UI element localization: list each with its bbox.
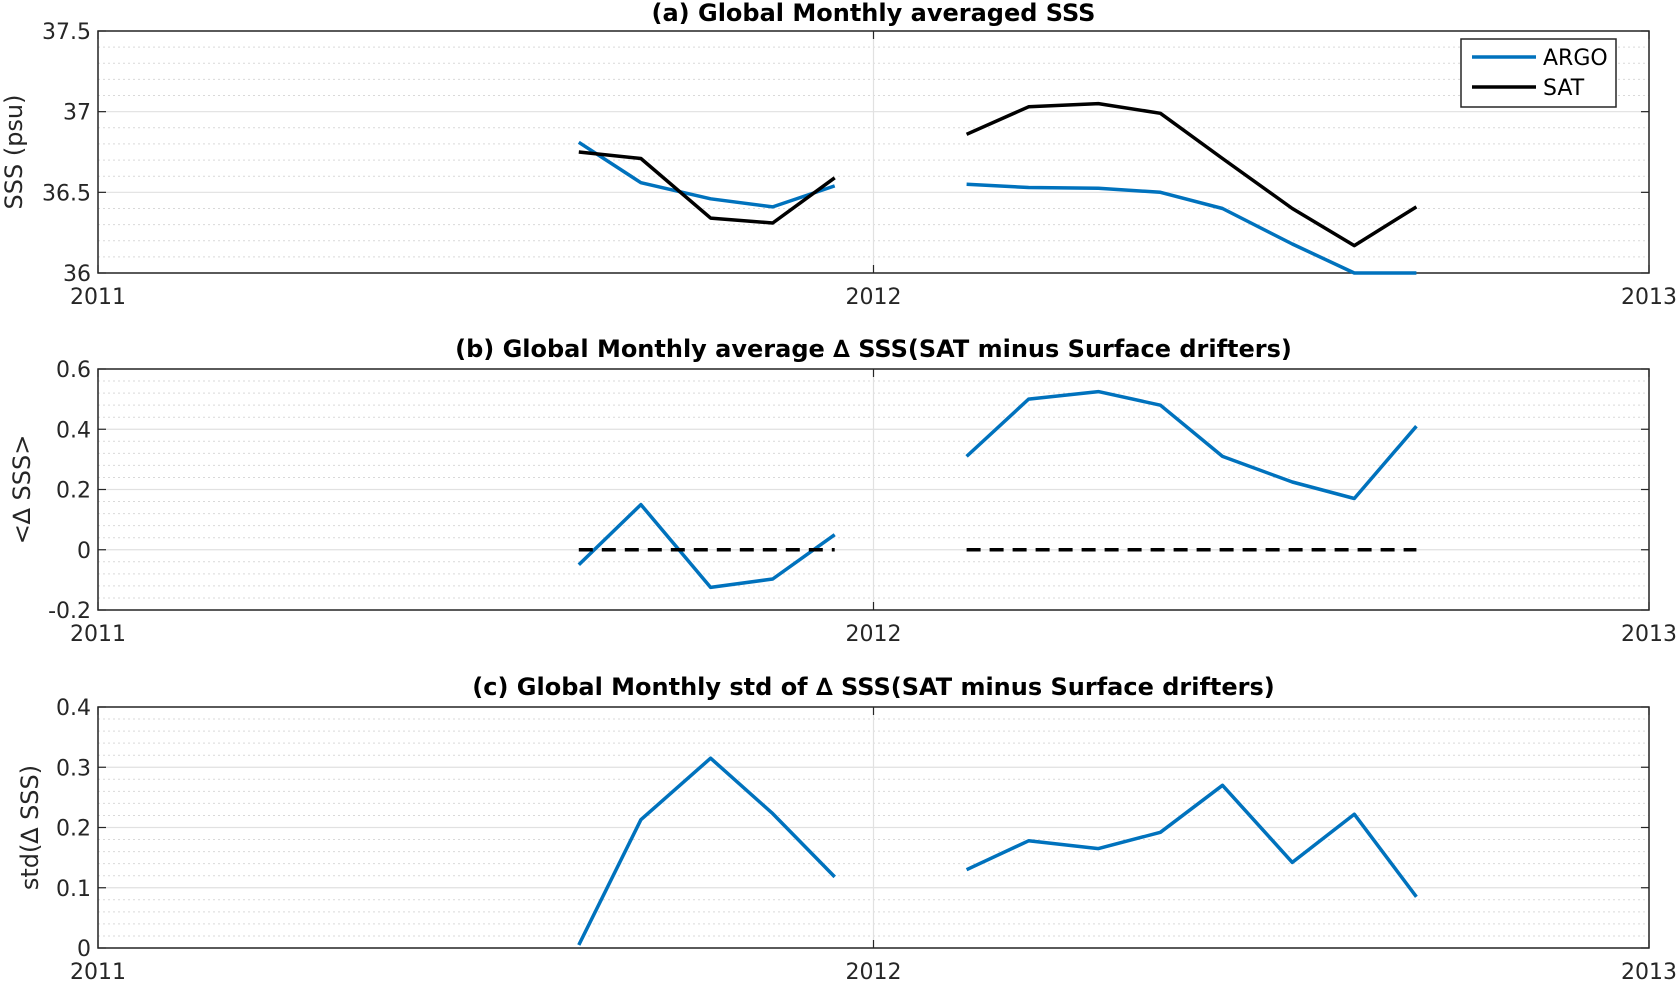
chart-title: (a) Global Monthly averaged SSS: [652, 0, 1096, 27]
x-tick-label: 2012: [846, 285, 902, 310]
x-tick-label: 2013: [1621, 285, 1677, 310]
y-tick-label: 0: [77, 937, 91, 962]
chart-panel-0: 36 36.5 37 37.5 2011 2012 2013 (a) Global Month…: [0, 0, 1677, 310]
series-line-delta-sss-segment-0: [577, 756, 836, 946]
x-tick-label: 2011: [70, 285, 126, 310]
y-tick-label: 0.4: [56, 418, 91, 443]
legend-label: SAT: [1543, 76, 1585, 101]
y-tick-label: -0.2: [48, 599, 91, 624]
series-line-delta-sss-segment-1: [965, 783, 1418, 898]
chart-title: (c) Global Monthly std of ∆ SSS(SAT minu…: [472, 673, 1274, 701]
chart-panel-1: -0.2 0 0.2 0.4 0.6 2011 2012 2013 (b) Global Mon…: [8, 335, 1677, 647]
series-line-argo-segment-1: [966, 182, 1417, 275]
y-tick-label: 0.1: [56, 877, 91, 902]
x-tick-label: 2011: [70, 622, 126, 647]
y-tick-label: 36.5: [42, 181, 91, 206]
chart-title: (b) Global Monthly average ∆ SSS(SAT min…: [455, 335, 1292, 363]
y-tick-label: 37.5: [42, 20, 91, 45]
y-tick-label: 37: [63, 101, 91, 126]
x-tick-label: 2012: [846, 622, 902, 647]
y-tick-label: 0.4: [56, 696, 91, 721]
x-tick-label: 2012: [846, 960, 902, 982]
y-tick-label: 0: [77, 539, 91, 564]
x-tick-label: 2013: [1621, 960, 1677, 982]
legend-box: [1460, 38, 1617, 108]
x-tick-label: 2011: [70, 960, 126, 982]
y-tick-label: 0.3: [56, 756, 91, 781]
series-line-delta-sss-segment-1: [965, 389, 1418, 501]
y-tick-label: 36: [63, 262, 91, 287]
y-axis-label: std(∆ SSS): [16, 765, 44, 890]
series-line-sat-segment-0: [578, 150, 836, 225]
y-tick-label: 0.2: [56, 817, 91, 842]
chart-panel-2: 0 0.1 0.2 0.3 0.4 2011 2012 2013 (c) Global Mont…: [16, 673, 1677, 982]
y-axis-label: SSS (psu): [0, 94, 28, 209]
series-line-delta-sss-segment-0: [577, 502, 836, 590]
x-tick-label: 2013: [1621, 622, 1677, 647]
legend-label: ARGO: [1543, 46, 1608, 71]
legend: ARGO SAT: [1460, 38, 1617, 108]
series-line-argo-segment-0: [577, 140, 836, 209]
series-line-sat-segment-1: [965, 101, 1418, 248]
y-axis-label: <∆ SSS>: [8, 435, 36, 545]
y-tick-label: 0.6: [56, 358, 91, 383]
y-tick-label: 0.2: [56, 479, 91, 504]
